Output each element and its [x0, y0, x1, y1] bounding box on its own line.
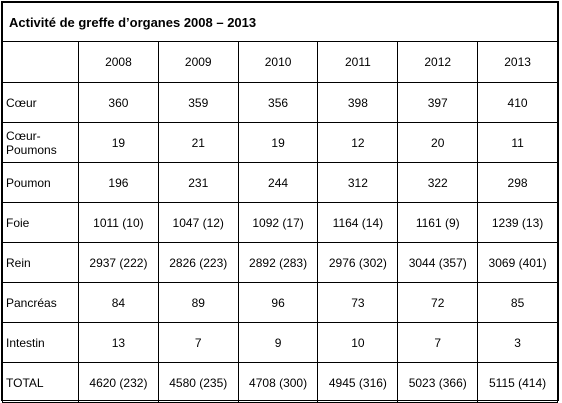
table-cell: 410 [477, 82, 558, 123]
table-cell: 3069 (401) [477, 242, 558, 283]
table-title-row: Activité de greffe d’organes 2008 – 2013 [2, 2, 558, 42]
row-label: Cœur-Poumons [2, 122, 79, 163]
table-cell: 21 [157, 122, 239, 163]
table-cell: 96 [237, 282, 319, 323]
row-label: Intestin [2, 322, 79, 363]
table-cell: 1011 (10) [78, 202, 159, 243]
table-row: Foie 1011 (10) 1047 (12) 1092 (17) 1164 (14)… [2, 202, 558, 243]
table-cell: 2892 (283) [237, 242, 319, 283]
table-cell: 19 [78, 122, 159, 163]
table-cell: 12 [317, 122, 399, 163]
table-cell: 7 [397, 322, 479, 363]
table-cell: 398 [317, 82, 399, 123]
table-cell: 3 [477, 322, 558, 363]
row-label: Rein [2, 242, 79, 283]
table-cell: 9 [237, 322, 319, 363]
header-empty-cell [2, 41, 79, 83]
table-title: Activité de greffe d’organes 2008 – 2013 [2, 2, 558, 42]
table-cell: 397 [397, 82, 479, 123]
table-cell: 84 [78, 282, 159, 323]
header-year: 2010 [237, 41, 319, 83]
table-row: Cœur-Poumons 19 21 19 12 20 11 [2, 122, 558, 163]
table-cell: 4945 (316) [317, 362, 399, 403]
table-row: Pancréas 84 89 96 73 72 85 [2, 282, 558, 323]
table-header-row: 2008 2009 2010 2011 2012 2013 [2, 41, 558, 83]
table-cell: 360 [78, 82, 159, 123]
table-cell: 10 [317, 322, 399, 363]
table-cell: 2826 (223) [157, 242, 239, 283]
table-cell: 85 [477, 282, 558, 323]
table-cell: 5115 (414) [477, 362, 558, 403]
table-cell: 4620 (232) [78, 362, 159, 403]
table-cell: 196 [78, 162, 159, 203]
row-label: Pancréas [2, 282, 79, 323]
table-row: Poumon 196 231 244 312 322 298 [2, 162, 558, 203]
table-cell: 356 [237, 82, 319, 123]
header-year: 2008 [78, 41, 159, 83]
row-label: Foie [2, 202, 79, 243]
table-row: TOTAL 4620 (232) 4580 (235) 4708 (300) 4945 … [2, 362, 558, 403]
table-cell: 4708 (300) [237, 362, 319, 403]
table-cell: 72 [397, 282, 479, 323]
table-cell: 2937 (222) [78, 242, 159, 283]
table-cell: 89 [157, 282, 239, 323]
table-cell: 244 [237, 162, 319, 203]
table-cell: 1047 (12) [157, 202, 239, 243]
table-cell: 4580 (235) [157, 362, 239, 403]
table-cell: 3044 (357) [397, 242, 479, 283]
table-cell: 312 [317, 162, 399, 203]
table-cell: 231 [157, 162, 239, 203]
table-row: Rein 2937 (222) 2826 (223) 2892 (283) 2976 (… [2, 242, 558, 283]
table-cell: 7 [157, 322, 239, 363]
table-cell: 1164 (14) [317, 202, 399, 243]
table-cell: 1239 (13) [477, 202, 558, 243]
row-label: Poumon [2, 162, 79, 203]
table-cell: 5023 (366) [397, 362, 479, 403]
table-cell: 13 [78, 322, 159, 363]
table-row: Intestin 13 7 9 10 7 3 [2, 322, 558, 363]
table-cell: 20 [397, 122, 479, 163]
table-cell: 322 [397, 162, 479, 203]
row-label: TOTAL [2, 362, 79, 403]
header-year: 2012 [397, 41, 479, 83]
table-cell: 11 [477, 122, 558, 163]
header-year: 2011 [317, 41, 399, 83]
table-cell: 359 [157, 82, 239, 123]
table-cell: 1092 (17) [237, 202, 319, 243]
table-cell: 1161 (9) [397, 202, 479, 243]
table-cell: 2976 (302) [317, 242, 399, 283]
table-cell: 73 [317, 282, 399, 323]
table-row: Cœur 360 359 356 398 397 410 [2, 82, 558, 123]
table-cell: 298 [477, 162, 558, 203]
row-label: Cœur [2, 82, 79, 123]
header-year: 2013 [477, 41, 558, 83]
table-cell: 19 [237, 122, 319, 163]
header-year: 2009 [157, 41, 239, 83]
